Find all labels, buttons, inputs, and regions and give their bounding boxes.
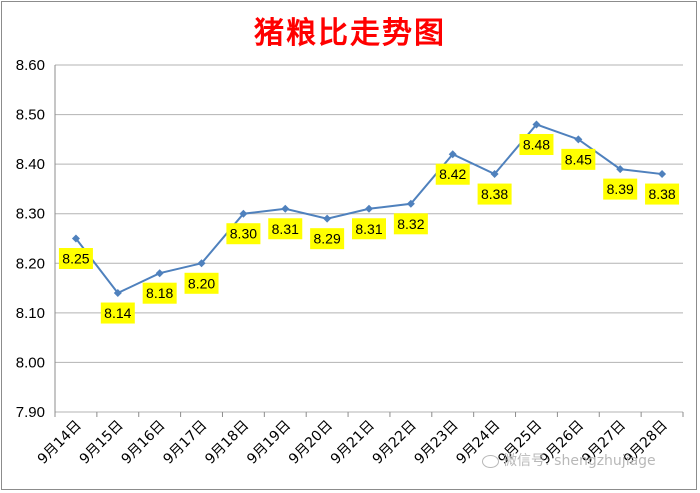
y-tick-label: 7.90	[16, 404, 45, 421]
x-tick-label: 9月19日	[244, 418, 294, 468]
data-label-box	[58, 248, 93, 269]
data-label-box	[393, 213, 428, 235]
y-tick-label: 8.30	[16, 206, 45, 223]
data-label: 8.32	[397, 216, 424, 232]
data-label-box	[435, 163, 470, 185]
x-tick-label: 9月23日	[412, 418, 462, 468]
watermark-text: 微信号: shengzhujiage	[503, 453, 656, 469]
data-label: 8.20	[188, 275, 215, 291]
data-label: 8.25	[62, 251, 89, 267]
data-label-box	[142, 282, 177, 304]
data-label: 8.29	[314, 231, 341, 247]
x-tick-label: 9月22日	[370, 418, 420, 468]
y-tick-label: 8.10	[16, 305, 45, 322]
data-label: 8.14	[104, 305, 131, 321]
data-point	[197, 259, 206, 268]
data-point	[281, 204, 290, 213]
data-label: 8.31	[272, 221, 299, 237]
data-point	[239, 209, 248, 218]
data-label-box	[519, 133, 554, 155]
data-point	[113, 289, 122, 298]
data-point	[323, 214, 332, 223]
x-tick-label: 9月17日	[160, 418, 210, 468]
data-point	[71, 234, 80, 243]
y-tick-label: 8.40	[16, 156, 45, 173]
data-point	[658, 170, 667, 179]
data-label: 8.38	[648, 186, 675, 202]
watermark: 微信号: shengzhujiage	[482, 450, 656, 470]
data-point	[532, 120, 541, 129]
data-label-box	[310, 228, 345, 250]
data-label-box	[184, 272, 219, 294]
data-label: 8.48	[523, 136, 550, 152]
data-point	[448, 150, 457, 159]
data-label: 8.39	[607, 181, 634, 197]
data-point	[490, 170, 499, 179]
data-label: 8.31	[355, 221, 382, 237]
data-label-box	[226, 223, 261, 245]
data-label-box	[100, 302, 135, 324]
data-point	[365, 204, 373, 213]
data-point	[155, 269, 164, 278]
data-label-box	[645, 183, 680, 205]
data-label-box	[603, 178, 638, 200]
data-label: 8.38	[481, 186, 508, 202]
data-point	[406, 199, 415, 208]
data-label: 8.30	[230, 226, 257, 242]
data-point	[616, 165, 625, 174]
data-point	[574, 135, 583, 144]
x-tick-label: 9月20日	[286, 418, 336, 468]
data-label-box	[268, 218, 303, 240]
y-tick-label: 8.50	[16, 107, 45, 124]
data-label: 8.18	[146, 285, 173, 301]
data-label-box	[561, 148, 596, 170]
x-tick-label: 9月15日	[77, 418, 127, 468]
x-tick-label: 9月14日	[35, 418, 85, 468]
x-tick-label: 9月16日	[118, 418, 168, 468]
data-label-box	[477, 183, 512, 205]
chart-title: 猪粮比走势图	[254, 16, 446, 51]
y-tick-label: 8.00	[16, 354, 45, 371]
data-label: 8.42	[439, 166, 466, 182]
data-label-box	[352, 218, 386, 240]
x-tick-label: 9月18日	[202, 418, 252, 468]
x-tick-label: 9月21日	[328, 418, 378, 468]
data-label: 8.45	[565, 151, 592, 167]
wechat-icon	[482, 454, 499, 468]
y-tick-label: 8.20	[16, 255, 45, 272]
y-tick-label: 8.60	[16, 57, 45, 74]
